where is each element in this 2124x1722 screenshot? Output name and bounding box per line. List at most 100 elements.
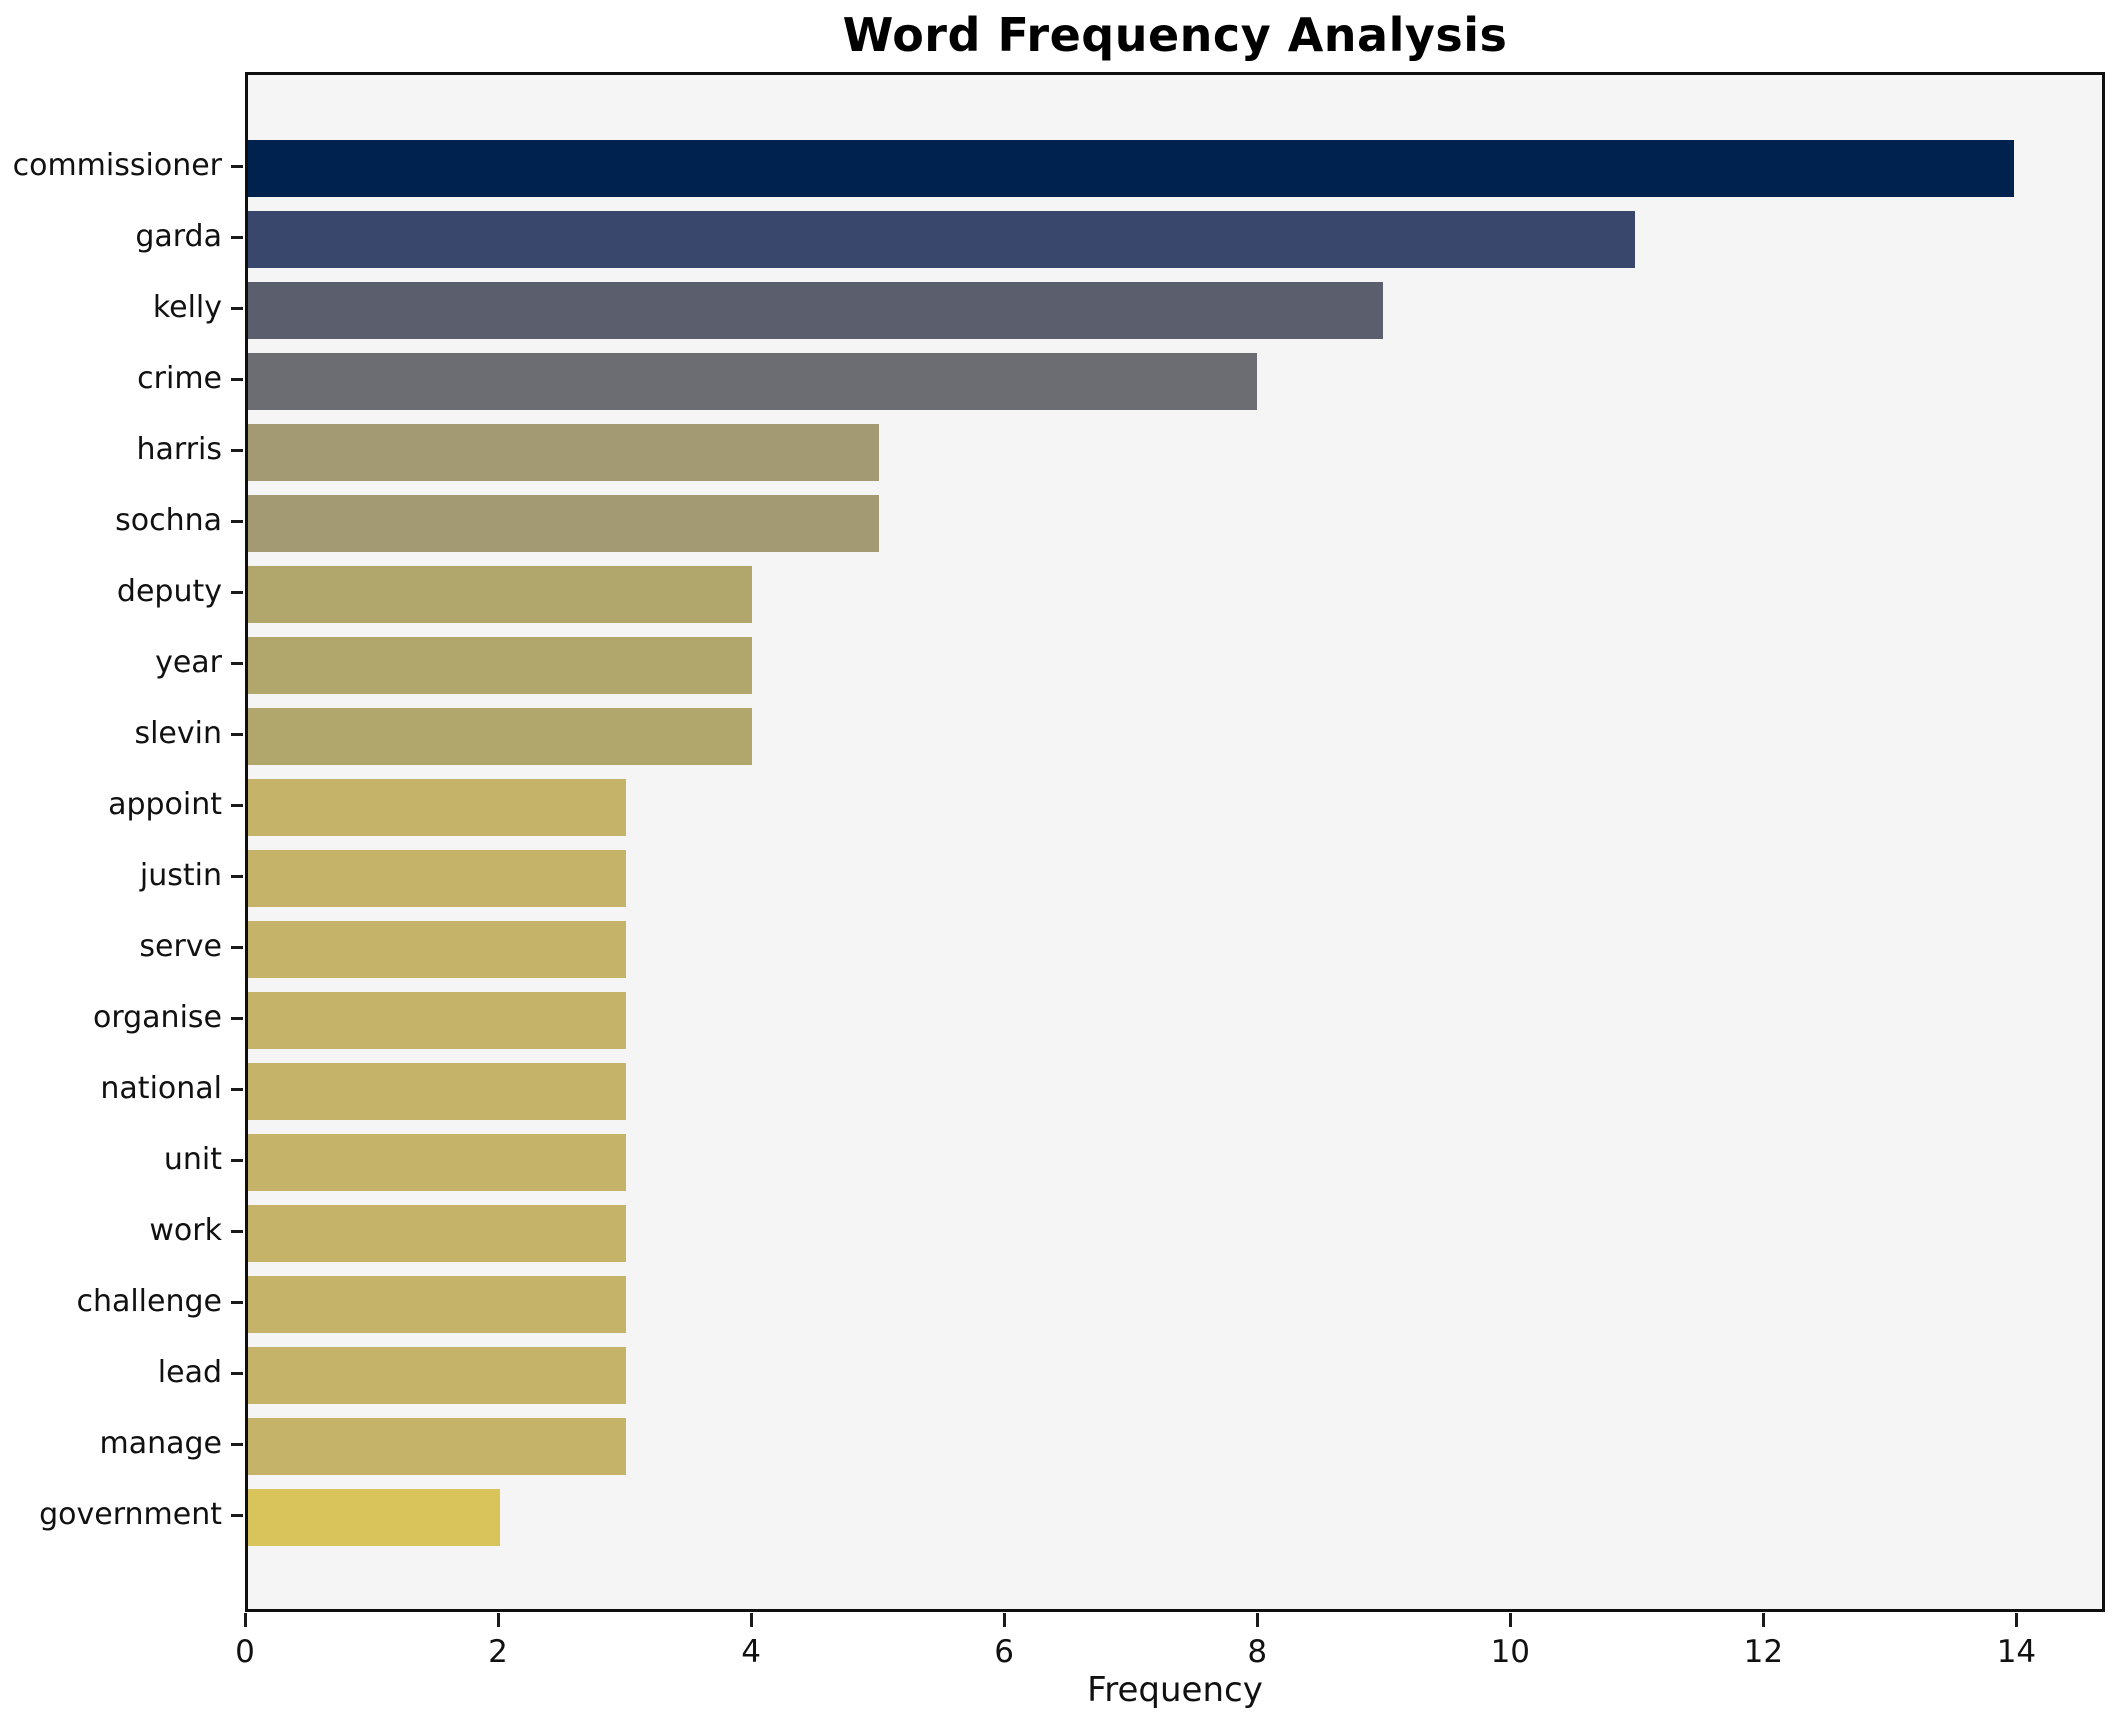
bar-row-serve bbox=[248, 914, 2102, 985]
bar-government[interactable] bbox=[248, 1489, 501, 1546]
bar-sochna[interactable] bbox=[248, 495, 879, 552]
x-tick-mark bbox=[1508, 1613, 1512, 1627]
y-tick-label-garda: garda bbox=[135, 219, 222, 254]
y-tick-label-kelly: kelly bbox=[152, 290, 222, 325]
x-tick-mark bbox=[1761, 1613, 1765, 1627]
bar-challenge[interactable] bbox=[248, 1276, 627, 1333]
y-tick-label-unit: unit bbox=[163, 1142, 222, 1177]
bar-row-justin bbox=[248, 843, 2102, 914]
x-tick-mark bbox=[1002, 1613, 1006, 1627]
x-tick-label-6: 6 bbox=[994, 1634, 1015, 1670]
y-tick-mark bbox=[231, 874, 243, 878]
y-tick-mark bbox=[231, 1300, 243, 1304]
bar-row-manage bbox=[248, 1411, 2102, 1482]
y-tick-label-lead: lead bbox=[157, 1355, 222, 1390]
y-tick-label-national: national bbox=[100, 1071, 222, 1106]
x-tick-label-2: 2 bbox=[488, 1634, 508, 1670]
bar-kelly[interactable] bbox=[248, 282, 1384, 339]
bar-row-harris bbox=[248, 417, 2102, 488]
x-axis-title: Frequency bbox=[1087, 1670, 1263, 1710]
bar-organise[interactable] bbox=[248, 992, 627, 1049]
y-tick-mark bbox=[231, 1442, 243, 1446]
y-tick-label-harris: harris bbox=[136, 432, 222, 467]
y-tick-mark bbox=[231, 377, 243, 381]
bar-unit[interactable] bbox=[248, 1134, 627, 1191]
y-tick-label-appoint: appoint bbox=[108, 787, 222, 822]
bar-row-government bbox=[248, 1482, 2102, 1553]
bar-row-slevin bbox=[248, 701, 2102, 772]
bar-row-work bbox=[248, 1198, 2102, 1269]
plot-area bbox=[245, 72, 2105, 1612]
bar-row-sochna bbox=[248, 488, 2102, 559]
bars-container bbox=[248, 133, 2102, 1553]
y-tick-label-year: year bbox=[155, 645, 222, 680]
bar-year[interactable] bbox=[248, 637, 753, 694]
bar-row-lead bbox=[248, 1340, 2102, 1411]
bar-row-national bbox=[248, 1056, 2102, 1127]
y-tick-label-justin: justin bbox=[139, 858, 222, 893]
bar-row-deputy bbox=[248, 559, 2102, 630]
bar-row-unit bbox=[248, 1127, 2102, 1198]
x-tick-mark bbox=[496, 1613, 500, 1627]
y-tick-label-manage: manage bbox=[99, 1426, 222, 1461]
bar-serve[interactable] bbox=[248, 921, 627, 978]
y-tick-label-organise: organise bbox=[92, 1000, 222, 1035]
y-tick-mark bbox=[231, 306, 243, 310]
y-tick-label-work: work bbox=[149, 1213, 222, 1248]
chart-title: Word Frequency Analysis bbox=[842, 8, 1508, 62]
y-tick-mark bbox=[231, 1513, 243, 1517]
bar-justin[interactable] bbox=[248, 850, 627, 907]
bar-row-challenge bbox=[248, 1269, 2102, 1340]
x-tick-label-10: 10 bbox=[1490, 1634, 1531, 1670]
y-tick-mark bbox=[231, 1371, 243, 1375]
bar-work[interactable] bbox=[248, 1205, 627, 1262]
y-tick-mark bbox=[231, 1087, 243, 1091]
y-tick-mark bbox=[231, 661, 243, 665]
bar-row-garda bbox=[248, 204, 2102, 275]
y-tick-label-crime: crime bbox=[137, 361, 222, 396]
bar-slevin[interactable] bbox=[248, 708, 753, 765]
y-tick-mark bbox=[231, 1158, 243, 1162]
bar-garda[interactable] bbox=[248, 211, 1636, 268]
x-tick-mark bbox=[1255, 1613, 1259, 1627]
y-tick-label-government: government bbox=[39, 1497, 222, 1532]
x-tick-label-14: 14 bbox=[1996, 1634, 2037, 1670]
bar-row-organise bbox=[248, 985, 2102, 1056]
bar-row-commissioner bbox=[248, 133, 2102, 204]
bar-manage[interactable] bbox=[248, 1418, 627, 1475]
y-tick-mark bbox=[231, 448, 243, 452]
bar-row-year bbox=[248, 630, 2102, 701]
x-tick-label-0: 0 bbox=[235, 1634, 255, 1670]
x-tick-label-12: 12 bbox=[1743, 1634, 1784, 1670]
y-tick-label-deputy: deputy bbox=[116, 574, 222, 609]
y-tick-mark bbox=[231, 519, 243, 523]
y-tick-mark bbox=[231, 803, 243, 807]
y-tick-label-slevin: slevin bbox=[134, 716, 222, 751]
y-tick-label-serve: serve bbox=[139, 929, 222, 964]
bar-deputy[interactable] bbox=[248, 566, 753, 623]
bar-lead[interactable] bbox=[248, 1347, 627, 1404]
bar-harris[interactable] bbox=[248, 424, 879, 481]
y-tick-mark bbox=[231, 732, 243, 736]
y-tick-label-commissioner: commissioner bbox=[12, 148, 222, 183]
bar-national[interactable] bbox=[248, 1063, 627, 1120]
x-tick-label-8: 8 bbox=[1247, 1634, 1268, 1670]
y-tick-mark bbox=[231, 164, 243, 168]
y-tick-label-sochna: sochna bbox=[115, 503, 222, 538]
bar-row-appoint bbox=[248, 772, 2102, 843]
bar-row-crime bbox=[248, 346, 2102, 417]
bar-crime[interactable] bbox=[248, 353, 1257, 410]
bar-appoint[interactable] bbox=[248, 779, 627, 836]
bar-row-kelly bbox=[248, 275, 2102, 346]
x-tick-label-4: 4 bbox=[741, 1634, 761, 1670]
y-tick-mark bbox=[231, 590, 243, 594]
x-tick-mark bbox=[749, 1613, 753, 1627]
x-tick-mark bbox=[243, 1613, 247, 1627]
y-tick-mark bbox=[231, 1016, 243, 1020]
y-tick-mark bbox=[231, 945, 243, 949]
bar-commissioner[interactable] bbox=[248, 140, 2014, 197]
x-tick-mark bbox=[2014, 1613, 2018, 1627]
y-tick-mark bbox=[231, 235, 243, 239]
y-tick-label-challenge: challenge bbox=[76, 1284, 222, 1319]
